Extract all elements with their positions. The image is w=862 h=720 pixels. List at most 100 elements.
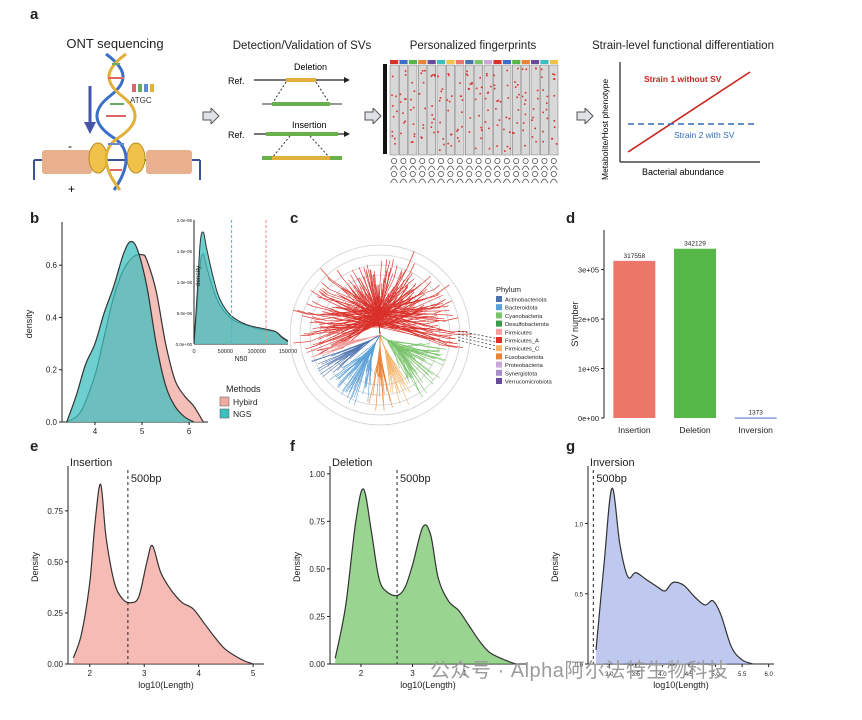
fingerprint-sv-mark (451, 95, 453, 97)
person-icon (532, 158, 538, 164)
ref-label-2: Ref. (228, 130, 245, 140)
fingerprint-sv-mark (404, 70, 407, 72)
fingerprint-sv-mark (480, 129, 483, 131)
density-area-1 (335, 488, 516, 664)
sv-bar (351, 288, 357, 296)
fingerprint-sv-mark (466, 74, 469, 77)
tree-legend-label: Verrucomicrobiota (505, 380, 552, 386)
y-axis-label: Density (292, 551, 302, 582)
inset-y-tick: 2.0e-05 (177, 218, 193, 223)
sv-bar (435, 293, 440, 297)
tree-ring (299, 254, 461, 416)
sv-bar (366, 269, 369, 281)
tree-legend-swatch (496, 304, 502, 311)
x-tick-label: 4.0 (658, 672, 667, 678)
y-tick-label: 0.25 (309, 612, 325, 621)
inset-y-tick: 5.0e-06 (177, 311, 193, 316)
panel-label-c: c (290, 210, 299, 227)
sv-bar (312, 343, 319, 345)
fingerprint-sv-mark (433, 131, 435, 134)
x-tick-label: 5 (140, 427, 145, 436)
person-icon (521, 165, 530, 171)
fingerprint-column (389, 64, 399, 156)
fingerprint-sv-mark (410, 109, 412, 111)
tree-legend-swatch (496, 361, 502, 368)
fingerprint-sv-mark (532, 116, 534, 119)
fingerprint-sv-mark (413, 135, 416, 138)
bar-category-label: Deletion (679, 425, 710, 435)
fingerprint-sv-mark (542, 89, 544, 91)
strain1-line (627, 71, 751, 153)
tree-branch (379, 334, 420, 345)
y-tick-label: 0.00 (309, 660, 325, 669)
tree-legend-label: Fusobacteriota (505, 355, 544, 361)
phenotype-ylabel: Metabolite/Host phenotype (600, 79, 610, 180)
fingerprint-sv-mark (499, 100, 502, 103)
inset-curve-2 (193, 231, 289, 345)
sv-bar (317, 347, 329, 352)
fingerprint-sv-mark (469, 117, 472, 119)
person-icon (475, 158, 482, 164)
sv-bar (310, 290, 326, 301)
sv-bar (320, 268, 330, 279)
fingerprint-column (427, 64, 436, 156)
person-icon (474, 165, 483, 171)
tree-legend-swatch (496, 320, 502, 327)
step-title-detection: Detection/Validation of SVs (232, 40, 372, 52)
fingerprint-sv-mark (521, 68, 524, 70)
person-icon (466, 158, 473, 164)
fingerprint-sv-mark (475, 87, 478, 90)
sv-bar (370, 281, 373, 288)
fingerprint-sample-color (531, 60, 540, 64)
fingerprint-sample-color (455, 60, 464, 64)
sv-bar (348, 285, 354, 293)
deletion-label: Deletion (294, 62, 327, 72)
sv-bar (336, 269, 343, 278)
fingerprint-sv-mark (431, 105, 433, 107)
person-icon (540, 165, 549, 171)
fingerprint-sv-mark (456, 137, 459, 139)
fingerprint-sv-mark (493, 87, 496, 90)
fingerprint-sv-mark (506, 69, 508, 72)
fingerprint-sv-mark (391, 75, 394, 78)
y-tick-label: 0.5 (575, 593, 584, 599)
step-arrow-3 (576, 108, 594, 124)
person-icon (532, 171, 538, 177)
fingerprint-sample-color (465, 60, 474, 64)
sv-bar (423, 331, 433, 333)
fingerprint-sv-mark (521, 95, 524, 98)
y-tick-label: 1.00 (309, 470, 325, 479)
density-curve-2 (66, 240, 195, 423)
sv-bar (359, 285, 364, 296)
fingerprint-sv-mark (469, 83, 472, 85)
person-icon (419, 171, 426, 177)
person-icon (474, 178, 483, 184)
inset-y-tick: 1.5e-05 (177, 249, 193, 254)
fingerprint-sv-mark (439, 121, 441, 124)
fingerprint-sv-mark (493, 74, 495, 77)
fingerprint-sv-mark (402, 112, 404, 114)
person-icon (531, 165, 539, 171)
y-tick-label: 1.0 (575, 522, 584, 528)
fingerprint-sv-mark (437, 75, 439, 78)
fingerprint-sv-mark (412, 123, 415, 125)
sv-bar (320, 288, 329, 296)
x-tick-label: 5.5 (738, 672, 747, 678)
bar-category-label: Insertion (618, 425, 651, 435)
person-icon (521, 178, 530, 184)
fingerprint-sv-mark (480, 86, 483, 89)
fingerprint-sv-mark (503, 128, 505, 131)
fingerprint-sv-mark (394, 143, 396, 145)
fingerprint-sv-mark (433, 73, 436, 76)
fingerprint-sv-mark (448, 74, 450, 77)
fingerprint-sv-mark (403, 122, 405, 124)
person-icon (455, 165, 464, 171)
fingerprint-sv-mark (496, 100, 498, 102)
fingerprint-sv-mark (488, 147, 491, 150)
fingerprint-sv-mark (516, 96, 518, 99)
inset-x-tick: 100000 (247, 349, 265, 355)
fingerprint-sv-mark (396, 110, 398, 113)
fingerprint-sample-color (493, 60, 502, 64)
sv-bar (345, 287, 347, 290)
strain1-label: Strain 1 without SV (644, 74, 722, 84)
